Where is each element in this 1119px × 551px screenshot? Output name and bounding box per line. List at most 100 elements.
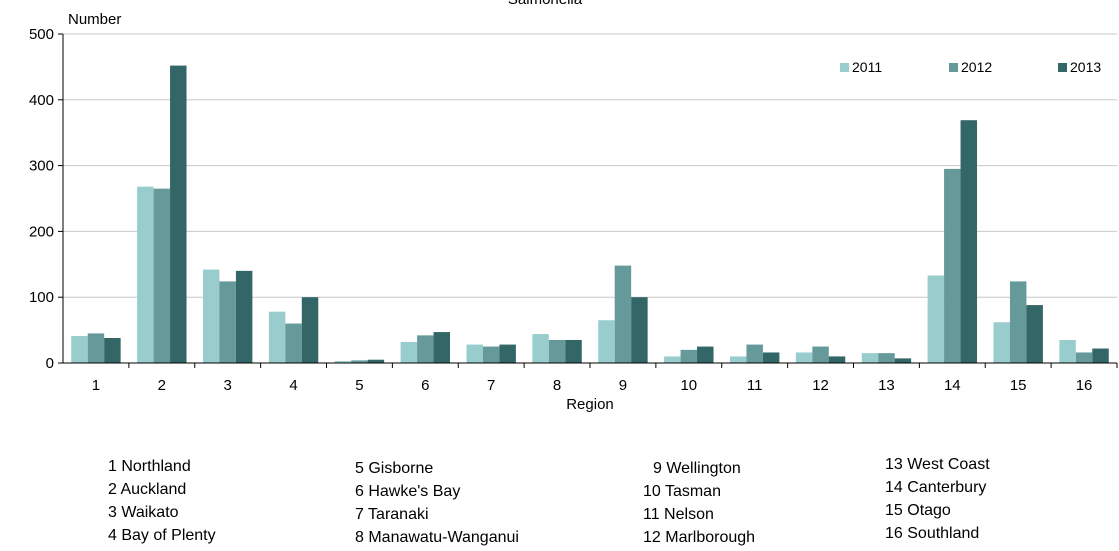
bar-2012-region-2 [153, 188, 171, 363]
x-tick-label: 11 [747, 377, 763, 394]
x-tick-label: 12 [812, 377, 829, 394]
region-key-item: 8 Manawatu-Wanganui [355, 529, 519, 546]
bar-2012-region-7 [482, 346, 500, 363]
bar-2012-region-5 [351, 360, 368, 363]
bar-2012-region-3 [219, 281, 236, 363]
x-tick-label: 16 [1076, 377, 1093, 394]
region-key-col-1: 1 Northland 2 Auckland 3 Waikato 4 Bay o… [108, 455, 216, 547]
bar-2012-region-10 [680, 349, 698, 363]
bar-2013-region-3 [235, 270, 253, 363]
bar-2012-region-16 [1075, 352, 1093, 363]
bar-2013-region-7 [499, 344, 516, 363]
legend-swatch-2012 [949, 63, 958, 72]
legend-label-2013: 2013 [1070, 59, 1101, 75]
bar-2013-region-12 [828, 356, 846, 363]
x-tick-label: 9 [619, 377, 627, 394]
bar-2013-region-1 [104, 337, 121, 363]
region-key-item: 12 Marlborough [643, 529, 756, 546]
legend-swatch-2011 [840, 63, 849, 72]
bar-2013-region-2 [170, 65, 187, 364]
region-key-item: 15 Otago [885, 502, 951, 519]
region-key-item: 13 West Coast [885, 456, 990, 473]
bar-2012-region-1 [87, 333, 105, 363]
bar-2011-region-15 [993, 322, 1010, 363]
x-tick-label: 2 [158, 377, 166, 394]
region-key-item: 5 Gisborne [355, 460, 434, 477]
x-tick-label: 14 [944, 377, 961, 394]
legend-label-2012: 2012 [961, 59, 992, 75]
y-tick-label: 400 [29, 92, 54, 109]
x-tick-label: 10 [680, 377, 697, 394]
legend-label-2011: 2011 [852, 59, 882, 75]
x-tick-label: 5 [355, 377, 363, 394]
bar-2011-region-12 [795, 352, 813, 363]
x-tick-label: 13 [878, 377, 895, 394]
bar-2011-region-5 [334, 361, 352, 363]
bar-2012-region-11 [746, 344, 763, 363]
bar-2011-region-2 [137, 186, 154, 363]
region-key-item: 9 Wellington [653, 460, 741, 477]
bar-2013-region-16 [1092, 348, 1109, 363]
bar-2013-region-11 [762, 352, 780, 363]
x-tick-label: 7 [487, 377, 495, 394]
bar-2013-region-9 [631, 297, 648, 363]
region-key-col-4: 13 West Coast 14 Canterbury 15 Otago 16 … [885, 453, 990, 545]
x-tick-label: 3 [224, 377, 232, 394]
x-tick-label: 8 [553, 377, 561, 394]
region-key-item: 16 Southland [885, 525, 980, 542]
bar-2013-region-8 [565, 339, 582, 363]
bar-2011-region-14 [927, 275, 945, 363]
bar-2013-region-14 [960, 120, 978, 363]
bar-2012-region-6 [417, 335, 434, 363]
bar-chart: Salmonella Number 0100200300400500123456… [29, 0, 1118, 413]
y-tick-label: 200 [29, 223, 54, 240]
bar-2012-region-8 [548, 339, 566, 363]
bar-2011-region-11 [729, 356, 747, 363]
x-tick-label: 1 [92, 377, 100, 394]
bar-2011-region-13 [861, 353, 879, 363]
y-tick-label: 300 [29, 158, 54, 175]
legend-swatch-2013 [1058, 63, 1067, 72]
region-key-col-3: 9 Wellington 10 Tasman 11 Nelson 12 Marl… [643, 457, 755, 549]
x-axis-label: Region [566, 396, 614, 413]
bar-2011-region-8 [532, 334, 549, 363]
bar-2013-region-10 [697, 346, 714, 363]
y-tick-label: 100 [29, 289, 54, 306]
x-tick-label: 6 [421, 377, 429, 394]
y-axis-label: Number [68, 11, 121, 28]
bar-2013-region-6 [433, 332, 451, 363]
x-tick-label: 15 [1010, 377, 1027, 394]
region-key-col-2: 5 Gisborne 6 Hawke's Bay 7 Taranaki 8 Ma… [355, 457, 519, 549]
bar-2011-region-6 [400, 341, 418, 363]
bar-2012-region-4 [285, 323, 302, 363]
bar-2013-region-4 [301, 297, 319, 363]
chart-title: Salmonella [508, 0, 583, 8]
bar-2011-region-1 [71, 336, 88, 363]
region-key-item: 10 Tasman [643, 483, 721, 500]
x-tick-label: 4 [289, 377, 297, 394]
bar-2011-region-9 [598, 320, 615, 363]
bar-2013-region-13 [894, 358, 912, 363]
bar-2012-region-12 [812, 346, 829, 363]
region-key-item: 6 Hawke's Bay [355, 483, 461, 500]
bar-2012-region-13 [878, 353, 895, 363]
bar-2011-region-7 [466, 344, 483, 363]
bar-2011-region-16 [1059, 339, 1076, 363]
y-tick-label: 500 [29, 26, 54, 43]
region-key-item: 3 Waikato [108, 504, 179, 521]
bar-2011-region-4 [268, 311, 286, 363]
bar-2011-region-10 [664, 356, 681, 363]
bar-2012-region-9 [614, 265, 632, 363]
bar-2012-region-14 [944, 168, 961, 363]
region-key-item: 2 Auckland [108, 481, 187, 498]
region-key-item: 4 Bay of Plenty [108, 527, 216, 544]
region-key-item: 11 Nelson [643, 506, 714, 523]
bar-2011-region-3 [202, 269, 220, 363]
bar-2013-region-15 [1026, 305, 1043, 363]
y-tick-label: 0 [46, 355, 54, 372]
bar-2013-region-5 [367, 359, 385, 363]
region-key-item: 14 Canterbury [885, 479, 987, 496]
region-key-item: 1 Northland [108, 458, 191, 475]
region-key-item: 7 Taranaki [355, 506, 429, 523]
bar-2012-region-15 [1009, 281, 1027, 363]
